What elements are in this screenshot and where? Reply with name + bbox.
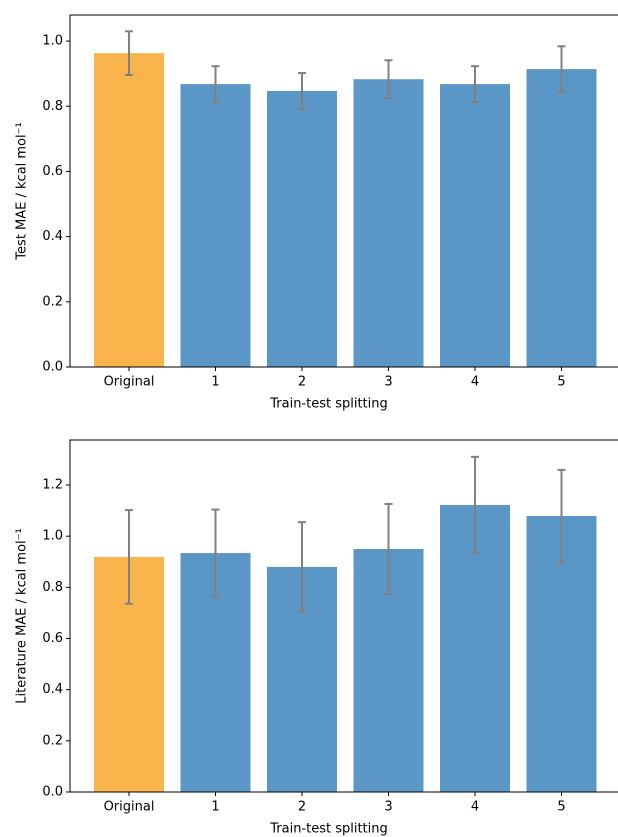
error-bar (557, 45, 566, 93)
bar (267, 90, 337, 368)
error-bar (298, 521, 306, 613)
x-tick-label: Original (104, 800, 155, 815)
error-bar (557, 468, 566, 564)
y-tick-label: 0.4 (42, 682, 63, 697)
x-tick-label: 4 (471, 800, 479, 815)
error-bar (298, 72, 306, 110)
error-bar (471, 65, 479, 104)
x-tick-label: Original (104, 375, 155, 390)
y-tick-label: 0.2 (42, 294, 63, 309)
y-tick-label: 0.2 (42, 733, 63, 748)
x-tick-label: 2 (298, 375, 306, 390)
axes-frame (69, 14, 618, 368)
error-bar (384, 502, 393, 595)
bar (94, 53, 164, 368)
y-tick-label: 0.0 (42, 785, 63, 800)
bar (440, 84, 510, 367)
y-tick-label: 1.0 (42, 529, 63, 544)
x-tick-label: 3 (384, 800, 392, 815)
error-bar (125, 509, 133, 605)
error-bar (211, 65, 220, 104)
bar (180, 84, 251, 367)
y-tick-label: 0.0 (42, 360, 63, 375)
x-tick-label: 5 (557, 375, 565, 390)
x-tick-label: 5 (557, 800, 565, 815)
x-tick-label: 1 (211, 375, 219, 390)
y-tick-label: 0.6 (42, 631, 63, 646)
error-bar (384, 59, 393, 100)
x-axis-label: Train-test splitting (269, 397, 388, 412)
y-tick-label: 0.4 (42, 229, 63, 244)
error-bar (211, 508, 220, 598)
x-axis-label: Train-test splitting (269, 822, 388, 837)
x-tick-label: 2 (298, 800, 306, 815)
bar (526, 69, 597, 368)
x-tick-label: 3 (384, 375, 392, 390)
axes-frame (69, 439, 618, 793)
x-tick-label: 4 (471, 375, 479, 390)
bar (353, 79, 424, 368)
y-axis-label: Test MAE / kcal mol⁻¹ (15, 122, 30, 260)
error-bar (471, 455, 479, 555)
y-tick-label: 0.6 (42, 164, 63, 179)
y-tick-label: 0.8 (42, 99, 63, 114)
x-tick-label: 1 (211, 800, 219, 815)
y-tick-label: 1.0 (42, 34, 63, 49)
y-tick-label: 0.8 (42, 580, 63, 595)
y-tick-label: 1.2 (42, 478, 63, 493)
error-bar (125, 30, 133, 76)
y-axis-label: Literature MAE / kcal mol⁻¹ (15, 528, 30, 703)
